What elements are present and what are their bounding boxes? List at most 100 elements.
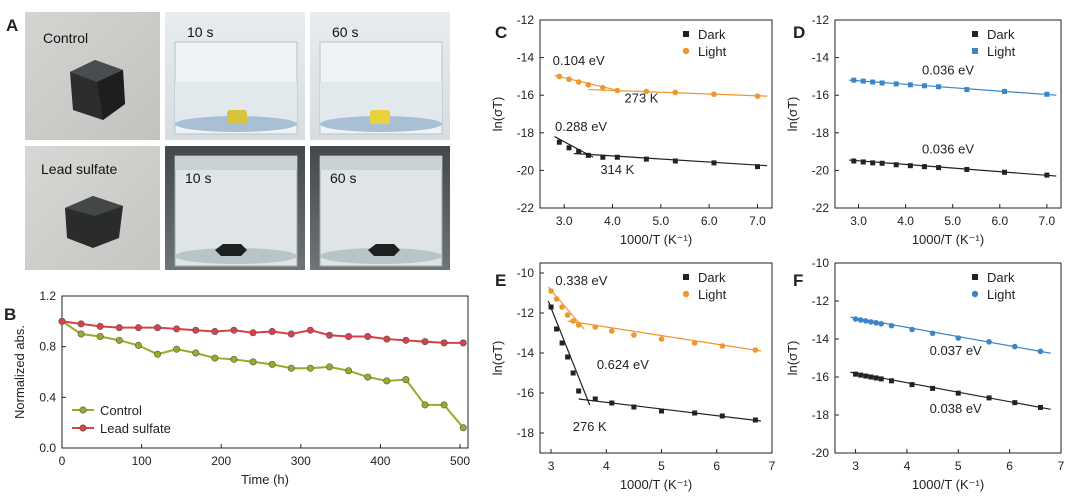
data-point [1037, 404, 1043, 410]
x-tick-label: 6 [1006, 459, 1013, 473]
data-point [564, 312, 571, 318]
data-point [643, 156, 649, 162]
control-time-60: 60 s [332, 24, 359, 40]
data-point [631, 404, 637, 410]
data-point [909, 326, 915, 333]
y-tick-label: -20 [812, 163, 830, 177]
legend-marker [683, 31, 689, 37]
y-axis-label: ln(σT) [785, 97, 800, 132]
data-point [556, 73, 563, 80]
data-point [268, 327, 276, 335]
series-line-lead-sulfate [61, 320, 464, 344]
legend-label: Light [987, 44, 1016, 59]
y-tick-label: -22 [812, 201, 830, 215]
data-point [575, 322, 582, 328]
data-point [907, 163, 913, 169]
data-point [1011, 343, 1018, 350]
data-point [440, 401, 448, 409]
data-point [600, 154, 606, 160]
data-point [857, 317, 864, 323]
chart-f: F 3 4 5 6 7 -20 -18 -16 -14 -12 -10 1000/T (K⁻¹) ln(σ… [785, 256, 1065, 492]
y-tick-label: -14 [812, 51, 830, 65]
chart-e: E 3 4 5 6 7 -18 -16 -14 -12 -10 1000/T (K⁻¹) ln(σT) 0… [490, 262, 776, 492]
control-10s-photo: 10 s [165, 12, 305, 140]
legend-marker [682, 290, 690, 298]
y-axis-label: ln(σT) [490, 97, 505, 132]
data-point [548, 288, 554, 294]
data-point [863, 318, 869, 324]
annotation: 0.037 eV [930, 343, 982, 358]
legend-marker [971, 290, 979, 298]
data-point [566, 145, 572, 151]
panel-letter-d: D [793, 23, 805, 42]
legend-label: Dark [698, 27, 726, 42]
chart-d: D 3.0 4.0 5.0 6.0 7.0 -22 -20 -18 -16 -14 -12 1000/T… [785, 13, 1062, 247]
data-point [230, 355, 238, 363]
data-point [115, 324, 123, 332]
data-point [1002, 88, 1007, 94]
data-point [576, 388, 582, 394]
legend-marker [682, 47, 690, 55]
data-point [306, 364, 314, 372]
data-point [672, 158, 678, 164]
panel-a-photos: A Control 10 s 60 s [0, 0, 470, 280]
y-tick-label: 1.2 [39, 289, 56, 303]
x-tick-label: 3 [548, 459, 555, 473]
data-point [1012, 400, 1018, 406]
data-point [754, 93, 761, 99]
data-point [325, 331, 333, 339]
data-point [345, 333, 353, 341]
lead-sulfate-time-60: 60 s [330, 170, 357, 186]
data-point [986, 395, 992, 401]
y-tick-label: -16 [517, 386, 535, 400]
data-point [154, 324, 162, 332]
annotation: 0.036 eV [922, 63, 974, 78]
data-point [230, 326, 238, 334]
lead-sulfate-60s-beaker [319, 155, 443, 267]
data-point [383, 377, 391, 385]
data-point [863, 373, 869, 379]
data-point [930, 385, 936, 391]
y-tick-label: -12 [812, 294, 830, 308]
y-tick-label: -10 [517, 266, 535, 280]
annotation: 273 K [625, 91, 659, 106]
data-point [600, 84, 606, 91]
data-point [609, 400, 615, 406]
legend-label: Dark [987, 27, 1015, 42]
y-tick-label: -16 [812, 88, 830, 102]
data-point [559, 340, 565, 346]
data-point [383, 335, 391, 343]
panel-letter-a: A [6, 16, 19, 35]
lead-sulfate-time-10: 10 s [185, 170, 212, 186]
data-point [173, 325, 181, 333]
data-point [870, 79, 876, 85]
fit-line [850, 371, 1051, 410]
data-point [909, 382, 915, 388]
y-axis-label: ln(σT) [490, 341, 505, 376]
data-point [134, 324, 142, 332]
annotation: 0.038 eV [930, 401, 982, 416]
data-point [287, 330, 295, 338]
control-60s-beaker [319, 41, 443, 135]
data-point [211, 354, 219, 362]
lead-sulfate-crystal-photo: Lead sulfate [25, 146, 160, 270]
lead-sulfate-60s-photo: 60 s [310, 146, 450, 270]
data-point [659, 408, 665, 414]
control-10s-beaker [174, 41, 298, 135]
lead-sulfate-10s-beaker [174, 155, 298, 267]
x-tick-label: 4.0 [897, 214, 914, 228]
legend-label: Control [100, 403, 142, 418]
plot-frame [539, 19, 773, 209]
y-tick-label: -12 [812, 13, 830, 27]
data-point [1044, 91, 1050, 97]
data-point [421, 338, 429, 346]
data-point [459, 424, 467, 432]
data-point [878, 321, 885, 327]
legend-marker [972, 48, 978, 54]
fit-line [547, 286, 585, 330]
data-point [907, 82, 913, 88]
data-point [614, 154, 620, 160]
data-point [440, 339, 448, 347]
data-point [585, 82, 592, 88]
annotation: 0.288 eV [555, 119, 607, 134]
